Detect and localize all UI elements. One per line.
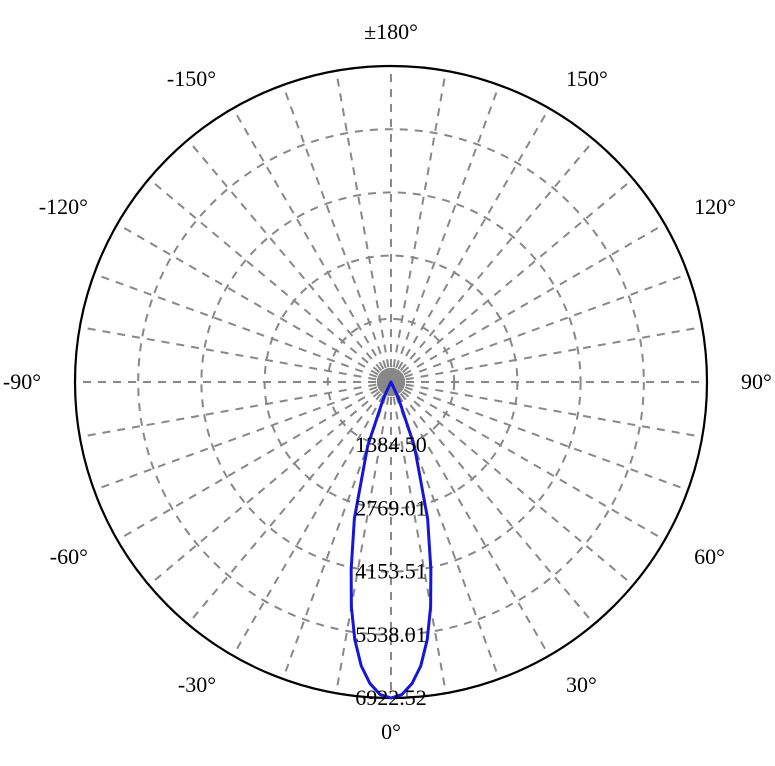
- center-stub: [392, 368, 393, 375]
- angle-label: 0°: [381, 719, 401, 744]
- polar-chart: ±180° -150° -120° -90° -60° -30° 0° 30° 60° 90° 12…: [0, 0, 775, 766]
- radius-label: 4153.51: [355, 559, 427, 584]
- angle-label: 120°: [694, 194, 736, 219]
- angle-label: 150°: [566, 66, 608, 91]
- angle-label: 90°: [741, 369, 772, 394]
- radius-label: 5538.01: [355, 622, 427, 647]
- radius-label: 1384.50: [355, 432, 427, 457]
- angle-label: 60°: [694, 544, 725, 569]
- angle-label: ±180°: [364, 19, 418, 44]
- angle-label: -90°: [3, 369, 41, 394]
- angle-label: 30°: [566, 672, 597, 697]
- angle-label: -30°: [178, 672, 216, 697]
- angle-label: -120°: [39, 194, 88, 219]
- angle-label: -150°: [167, 66, 216, 91]
- radius-label: 6922.52: [355, 685, 427, 710]
- angle-label: -60°: [50, 544, 88, 569]
- radius-label: 2769.01: [355, 495, 427, 520]
